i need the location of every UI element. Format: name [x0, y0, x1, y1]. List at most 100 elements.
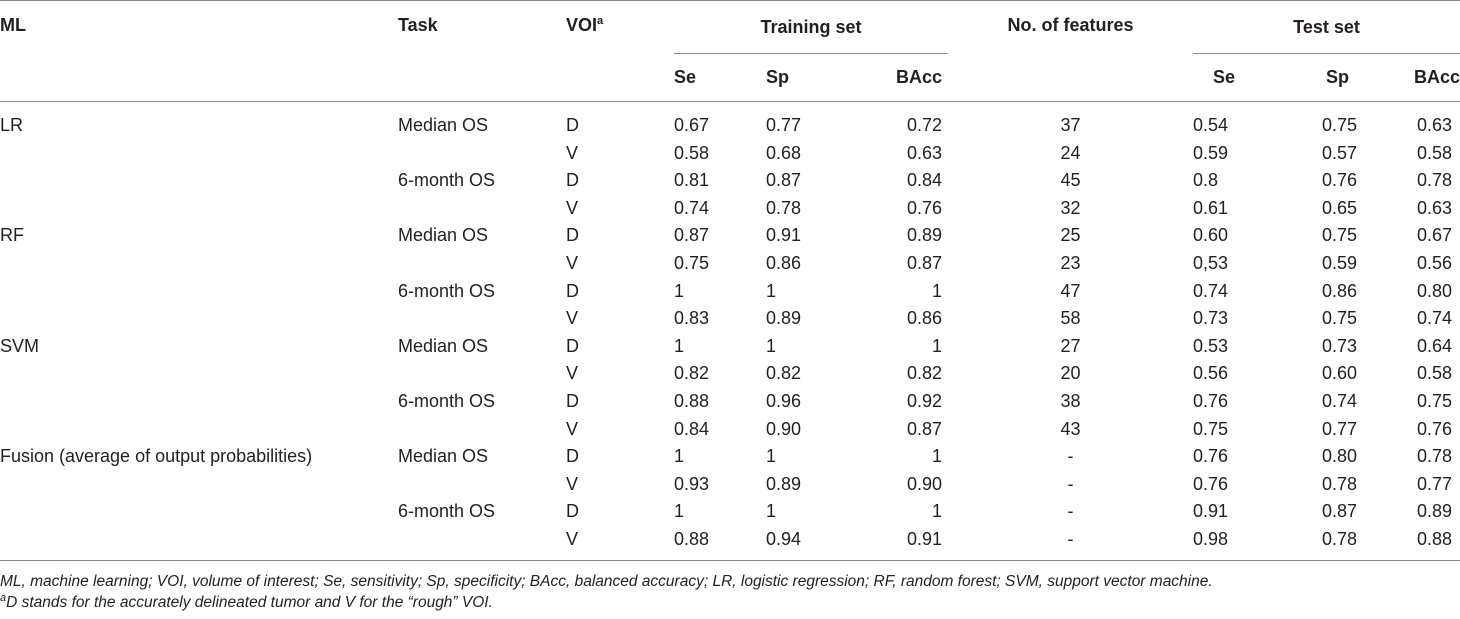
- cell-train-se: 0.81: [674, 170, 710, 191]
- cell-test-se: 0.73: [1193, 308, 1229, 329]
- cell-no-features: 27: [1060, 335, 1081, 356]
- cell-train-sp: 0.94: [766, 525, 858, 561]
- table-row: 6-month OS D 1 1 1 47 0.74 0.86 0.80: [0, 278, 1460, 306]
- cell-no-features: -: [1067, 473, 1074, 494]
- cell-train-se: 0.74: [674, 197, 710, 218]
- cell-train-sp: 1: [766, 446, 777, 467]
- cell-ml: [0, 416, 398, 444]
- cell-ml: [0, 250, 398, 278]
- cell-ml: SVM: [0, 335, 40, 356]
- cell-test-se: 0.59: [1193, 142, 1229, 163]
- cell-train-se: 0.67: [674, 115, 710, 135]
- cell-train-bacc: 0.91: [858, 525, 949, 561]
- footnotes: ML, machine learning; VOI, volume of int…: [0, 561, 1460, 613]
- cell-train-sp: 1: [766, 280, 777, 301]
- cell-test-bacc: 0.80: [1416, 280, 1453, 301]
- cell-ml: [0, 305, 398, 333]
- cell-ml: [0, 195, 398, 223]
- col-header-test-bacc: BAcc: [1413, 67, 1460, 87]
- col-header-test-set: Test set: [1193, 1, 1460, 54]
- cell-ml: [0, 140, 398, 168]
- cell-no-features: 23: [1060, 252, 1081, 273]
- cell-test-bacc: 0.74: [1416, 308, 1453, 329]
- cell-train-bacc: 0.86: [906, 308, 943, 329]
- cell-test-sp: 0.87: [1321, 501, 1358, 522]
- cell-test-bacc: 0.67: [1416, 225, 1453, 246]
- cell-test-se: 0.75: [1193, 418, 1229, 439]
- table-row: V 0.93 0.89 0.90 - 0.76 0.78 0.77: [0, 471, 1460, 499]
- cell-ml: [0, 388, 398, 416]
- footnote-marker: a: [0, 591, 7, 604]
- cell-test-sp: 0.57: [1321, 142, 1358, 163]
- cell-train-bacc: 0.72: [906, 115, 943, 135]
- cell-no-features: 20: [1060, 363, 1081, 384]
- cell-test-se: 0.74: [1193, 280, 1229, 301]
- cell-test-sp: 0.75: [1321, 225, 1358, 246]
- cell-test-se: 0.56: [1193, 363, 1229, 384]
- cell-voi: V: [566, 363, 579, 384]
- table-row: V 0.84 0.90 0.87 43 0.75 0.77 0.76: [0, 416, 1460, 444]
- cell-no-features: -: [1067, 446, 1074, 467]
- cell-test-se: 0.91: [1193, 501, 1229, 522]
- table-row: Fusion (average of output probabilities)…: [0, 443, 1460, 471]
- cell-voi: D: [566, 446, 579, 467]
- cell-train-se: 0.93: [674, 473, 710, 494]
- cell-task: Median OS: [398, 115, 489, 135]
- cell-train-se: 0.84: [674, 418, 710, 439]
- cell-train-se: 0.87: [674, 225, 710, 246]
- cell-ml: RF: [0, 225, 24, 246]
- cell-test-sp: 0.60: [1321, 363, 1358, 384]
- cell-train-bacc: 1: [932, 280, 943, 301]
- cell-task: [398, 195, 566, 223]
- cell-train-bacc: 0.82: [906, 363, 943, 384]
- cell-test-bacc: 0.75: [1416, 390, 1453, 411]
- cell-train-sp: 0.78: [766, 197, 802, 218]
- cell-task: [398, 305, 566, 333]
- cell-train-bacc: 0.87: [906, 418, 943, 439]
- cell-test-se: 0.61: [1193, 197, 1229, 218]
- cell-train-sp: 0.87: [766, 170, 802, 191]
- cell-test-se: 0.76: [1193, 390, 1229, 411]
- cell-no-features: 38: [1060, 390, 1081, 411]
- cell-voi: V: [566, 197, 579, 218]
- col-header-training-set: Training set: [674, 1, 949, 54]
- cell-train-bacc: 0.92: [906, 390, 943, 411]
- table-row: V 0.82 0.82 0.82 20 0.56 0.60 0.58: [0, 360, 1460, 388]
- cell-no-features: 43: [1060, 418, 1081, 439]
- cell-voi: D: [566, 225, 579, 246]
- cell-test-bacc: 0.78: [1416, 170, 1453, 191]
- table-row: V 0.74 0.78 0.76 32 0.61 0.65 0.63: [0, 195, 1460, 223]
- cell-voi: V: [566, 308, 579, 329]
- cell-train-se: 1: [674, 501, 685, 522]
- cell-task: 6-month OS: [398, 280, 496, 301]
- col-header-test-sp: Sp: [1326, 67, 1350, 87]
- cell-no-features: 47: [1060, 280, 1081, 301]
- cell-train-bacc: 1: [932, 446, 943, 467]
- cell-voi: D: [566, 501, 579, 522]
- cell-no-features: 32: [1060, 197, 1081, 218]
- cell-test-bacc: 0.63: [1416, 115, 1453, 135]
- cell-test-se: 0.8: [1193, 170, 1219, 191]
- cell-no-features: 58: [1060, 308, 1081, 329]
- header-rule-row: [0, 101, 1460, 102]
- cell-test-bacc: 0.64: [1416, 335, 1453, 356]
- cell-task: Median OS: [398, 335, 489, 356]
- cell-train-bacc: 0.84: [906, 170, 943, 191]
- cell-test-sp: 0.86: [1321, 280, 1358, 301]
- cell-test-bacc: 0.63: [1416, 197, 1453, 218]
- col-header-no-features: No. of features: [1007, 15, 1134, 35]
- cell-test-sp: 0.73: [1321, 335, 1358, 356]
- cell-voi: V: [566, 418, 579, 439]
- cell-test-bacc: 0.88: [1373, 525, 1460, 561]
- col-header-train-sp: Sp: [766, 67, 790, 87]
- col-header-voi: VOIa: [566, 1, 674, 101]
- table-row: 6-month OS D 1 1 1 - 0.91 0.87 0.89: [0, 498, 1460, 526]
- cell-task: [398, 416, 566, 444]
- cell-train-se: 0.82: [674, 363, 710, 384]
- col-header-train-bacc: BAcc: [895, 67, 943, 87]
- cell-train-sp: 0.86: [766, 252, 802, 273]
- header-row-2: Se Sp BAcc Se Sp BAcc: [0, 54, 1460, 102]
- cell-test-se: 0.60: [1193, 225, 1229, 246]
- cell-test-sp: 0.80: [1321, 446, 1358, 467]
